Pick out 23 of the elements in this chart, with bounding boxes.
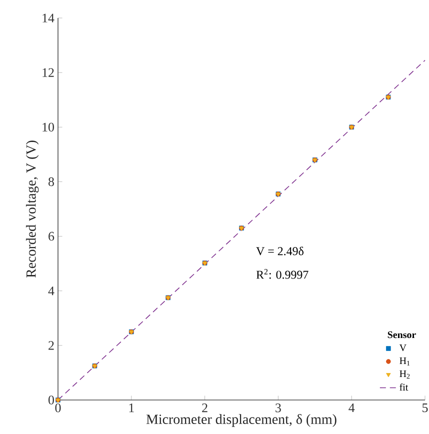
y-tick-label: 14 [42,14,54,22]
y-tick-label: 0 [48,396,54,404]
legend-title: Sensor [388,331,416,338]
y-tick-label: 4 [48,286,54,296]
y-tick-label: 10 [42,122,54,132]
legend-label: H$_{1}$ [400,357,410,366]
legend-label: V [399,344,406,352]
y-tick-label: 8 [48,177,54,186]
x-tick-label: 4 [348,404,355,412]
legend-label: fit [400,383,408,391]
y-tick-label: 12 [42,68,54,77]
y-tick-label: 2 [48,341,54,350]
x-tick-label: 3 [276,404,281,412]
annotation: V = 2.49δ [256,246,304,256]
x-tick-label: 0 [55,404,61,412]
y-tick-label: 6 [48,232,54,241]
y-axis-title: Recorded voltage, V (V) [26,140,39,278]
legend-label: H$_{2}$ [400,370,410,379]
x-tick-label: 2 [202,404,208,412]
annotation: R$^{2}$: 0.9997 [256,269,308,279]
x-tick-label: 5 [422,404,428,412]
x-axis-title: Micrometer displacement, δ (mm) [146,414,336,427]
x-tick-label: 1 [129,404,134,412]
